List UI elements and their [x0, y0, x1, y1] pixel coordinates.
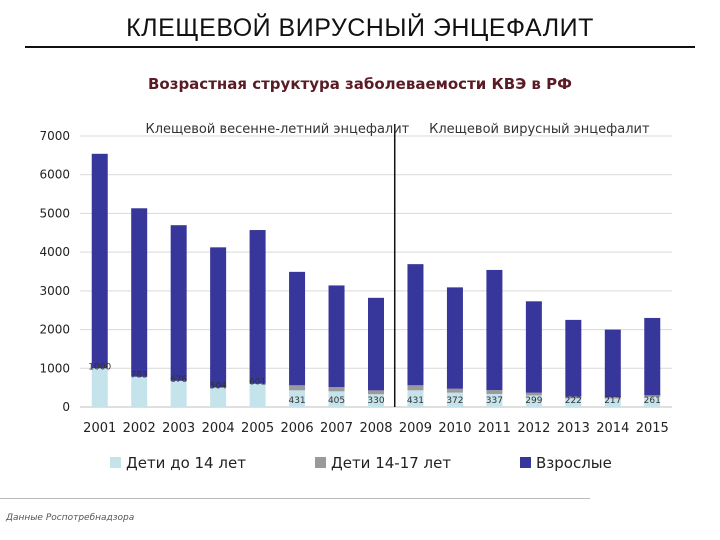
legend-swatch: [520, 457, 531, 468]
bar-segment-3: [91, 153, 108, 369]
bar-segment-1: [604, 398, 621, 407]
data-label: 372: [446, 396, 463, 406]
y-tick-label: 0: [62, 400, 70, 414]
slide-title: КЛЕЩЕВОЙ ВИРУСНЫЙ ЭНЦЕФАЛИТ: [126, 14, 594, 42]
x-tick-label: 2008: [359, 421, 392, 436]
bar-segment-2: [368, 390, 384, 395]
data-label: 405: [328, 396, 345, 406]
title-divider: [25, 46, 695, 48]
x-tick-label: 2013: [557, 421, 590, 436]
bar-segment-3: [170, 225, 187, 381]
data-label: 337: [486, 396, 503, 406]
bar-segment-3: [565, 319, 582, 397]
bar-segment-3: [407, 264, 424, 386]
y-tick-label: 2000: [39, 323, 70, 337]
legend-entry: Дети 14-17 лет: [331, 454, 451, 472]
x-axis-ticks: 2001 2002 2003 2004 2005 2006 2007 2008 2009 2010…: [83, 421, 669, 436]
source-note: Данные Роспотребнадзора: [6, 513, 135, 523]
bar-segment-1: [644, 396, 661, 407]
period-label-right: Клещевой вирусный энцефалит: [429, 122, 650, 137]
x-tick-label: 2014: [596, 421, 629, 436]
data-label: 217: [604, 396, 621, 406]
bar-segment-1: [170, 380, 187, 407]
y-tick-label: 1000: [39, 361, 70, 375]
bar-segment-1: [91, 368, 108, 407]
bar-segment-1: [210, 387, 227, 407]
y-tick-label: 3000: [39, 284, 70, 298]
legend-swatch: [110, 457, 121, 468]
bar-segment-1: [289, 390, 306, 407]
bar-segment-1: [407, 390, 424, 407]
bar-segment-2: [446, 388, 463, 393]
data-label: 261: [644, 396, 661, 406]
bar-segment-2: [486, 390, 503, 394]
bar-segment-2: [407, 385, 424, 391]
bar-segment-1: [131, 376, 148, 407]
data-label: 783: [131, 371, 148, 381]
bar-segment-3: [604, 329, 621, 398]
x-tick-label: 2005: [241, 421, 274, 436]
data-label: 431: [288, 396, 305, 406]
data-label: 504: [210, 381, 227, 391]
legend-swatch: [315, 457, 326, 468]
data-label: 601: [249, 378, 266, 388]
chart-legend: Дети до 14 лет Дети 14-17 лет Взрослые: [110, 454, 612, 472]
data-label: 299: [525, 396, 542, 406]
bar-segment-3: [644, 317, 661, 396]
bar-segment-3: [210, 247, 227, 388]
bar-segment-1: [328, 391, 345, 407]
x-tick-label: 2012: [517, 421, 550, 436]
x-tick-label: 2011: [478, 421, 511, 436]
chart-title: Возрастная структура заболеваемости КВЭ …: [147, 75, 573, 93]
y-tick-label: 6000: [39, 168, 70, 182]
y-axis-ticks: 0 1000 2000 3000 4000 5000 6000 7000: [39, 129, 70, 414]
period-label-left: Клещевой весенне-летний энцефалит: [145, 122, 409, 137]
bar-segment-2: [289, 385, 306, 391]
legend-entry: Дети до 14 лет: [126, 454, 246, 472]
bar-segment-1: [446, 392, 463, 407]
x-tick-label: 2002: [123, 421, 156, 436]
bar-segment-2: [525, 392, 542, 396]
data-label: 330: [367, 396, 384, 406]
x-tick-label: 2010: [438, 421, 471, 436]
y-tick-label: 7000: [39, 129, 70, 143]
data-label: 222: [565, 396, 582, 406]
bar-segment-1: [565, 398, 582, 407]
bar-segment-2: [565, 396, 582, 399]
y-tick-label: 4000: [39, 245, 70, 259]
bar-segment-3: [368, 297, 384, 391]
bar-segment-3: [249, 230, 266, 384]
x-tick-label: 2004: [202, 421, 235, 436]
y-tick-label: 5000: [39, 206, 70, 220]
chart-bars: [91, 153, 661, 407]
data-label: 1000: [88, 362, 111, 372]
x-tick-label: 2009: [399, 421, 432, 436]
bar-segment-3: [446, 287, 463, 389]
bar-segment-3: [289, 271, 306, 386]
x-tick-label: 2007: [320, 421, 353, 436]
source-divider: [0, 498, 590, 499]
bar-segment-1: [249, 383, 266, 407]
bar-segment-3: [328, 285, 345, 388]
bar-segment-2: [644, 395, 661, 397]
bar-segment-1: [525, 395, 542, 407]
data-label: 431: [407, 396, 424, 406]
x-tick-label: 2001: [83, 421, 116, 436]
x-tick-label: 2006: [281, 421, 314, 436]
period-annotations: Клещевой весенне-летний энцефалит Клещево…: [145, 122, 650, 407]
bar-segment-3: [131, 208, 148, 377]
bar-segment-1: [368, 394, 384, 407]
bar-segment-2: [328, 387, 345, 392]
data-labels: 1000 783 676 504 601 431 405 330 431 372 337 299 222…: [88, 362, 661, 406]
bar-segment-1: [486, 393, 503, 407]
data-label: 676: [170, 375, 187, 385]
bar-segment-3: [525, 301, 542, 393]
legend-entry: Взрослые: [536, 454, 612, 472]
bar-segment-2: [604, 397, 621, 399]
x-tick-label: 2003: [162, 421, 195, 436]
x-tick-label: 2015: [636, 421, 669, 436]
bar-segment-3: [486, 269, 503, 391]
